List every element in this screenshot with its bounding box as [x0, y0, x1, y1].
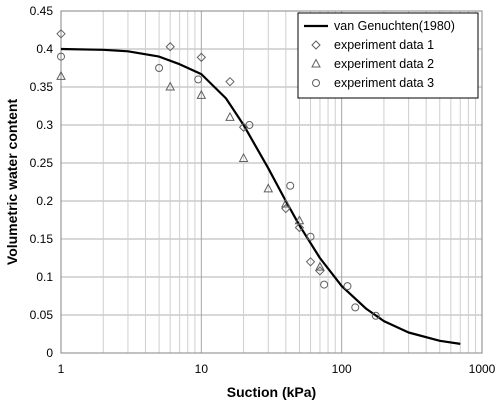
diamond-point	[196, 52, 207, 63]
y-tick-label: 0.35	[30, 80, 54, 94]
triangle-point	[225, 111, 235, 121]
triangle-point	[315, 261, 325, 271]
y-tick-label: 0.05	[30, 308, 54, 322]
circle-point	[245, 121, 254, 129]
y-axis-title: Volumetric water content	[4, 99, 20, 266]
triangle-point	[56, 70, 66, 80]
triangle-point	[280, 198, 291, 208]
legend-box	[297, 12, 479, 99]
y-tick-label: 0.25	[30, 156, 54, 170]
diamond-point	[294, 222, 305, 233]
x-tick-label: 1	[58, 362, 65, 376]
legend: van Genuchten(1980) experiment data 1 expe…	[297, 12, 479, 99]
y-tick-label: 0.2	[36, 194, 53, 208]
plot-frame	[60, 10, 483, 354]
legend-item: experiment data 1	[311, 38, 434, 52]
diamond-point	[225, 76, 235, 87]
circle-point	[155, 64, 164, 72]
legend-diamond-swatch	[311, 40, 321, 50]
circle-point	[286, 181, 295, 190]
series-1	[56, 29, 325, 276]
legend-item: van Genuchten(1980)	[304, 19, 455, 33]
legend-label: van Genuchten(1980)	[334, 19, 455, 33]
series-layer	[56, 29, 461, 345]
x-tick-label: 10	[195, 362, 209, 376]
y-tick-label: 0.3	[36, 118, 53, 132]
circle-point	[320, 280, 329, 289]
circle-point	[194, 75, 203, 84]
y-tick-label: 0.45	[30, 4, 54, 18]
y-tick-label: 0.1	[36, 270, 53, 284]
series-3	[57, 52, 380, 320]
legend-item: experiment data 3	[312, 76, 434, 90]
y-tick-label: 0	[46, 346, 53, 360]
series-2	[56, 70, 325, 271]
diamond-point	[315, 266, 325, 276]
triangle-point	[294, 215, 305, 225]
legend-label: experiment data 1	[334, 38, 434, 52]
circle-point	[57, 52, 65, 61]
circle-point	[306, 232, 315, 241]
legend-label: experiment data 2	[334, 57, 434, 71]
circle-point	[343, 282, 352, 291]
y-tick-labels: 0 0.05 0.1 0.15 0.2 0.25 0.3 0.35 0.4 0.45	[30, 4, 54, 360]
x-tick-labels: 1 10 100 1000	[58, 362, 496, 376]
triangle-point	[196, 89, 207, 99]
circle-point	[351, 303, 360, 312]
x-axis-title: Suction (kPa)	[227, 384, 316, 400]
diamond-point	[56, 29, 66, 39]
triangle-point	[238, 152, 249, 162]
triangle-point	[165, 81, 176, 91]
legend-triangle-swatch	[311, 58, 321, 68]
x-tick-label: 100	[332, 362, 352, 376]
legend-item: experiment data 2	[311, 57, 434, 71]
legend-circle-swatch	[312, 79, 320, 87]
diamond-point	[165, 42, 175, 52]
legend-items: van Genuchten(1980) experiment data 1 expe…	[304, 19, 455, 90]
y-tick-label: 0.4	[36, 42, 53, 56]
circle-point	[371, 311, 380, 320]
legend-label: experiment data 3	[334, 76, 434, 90]
x-tick-label: 1000	[469, 362, 496, 376]
diamond-point	[305, 257, 316, 267]
y-tick-label: 0.15	[30, 232, 54, 246]
triangle-point	[263, 183, 274, 193]
series-line-van-genuchten	[60, 47, 461, 345]
